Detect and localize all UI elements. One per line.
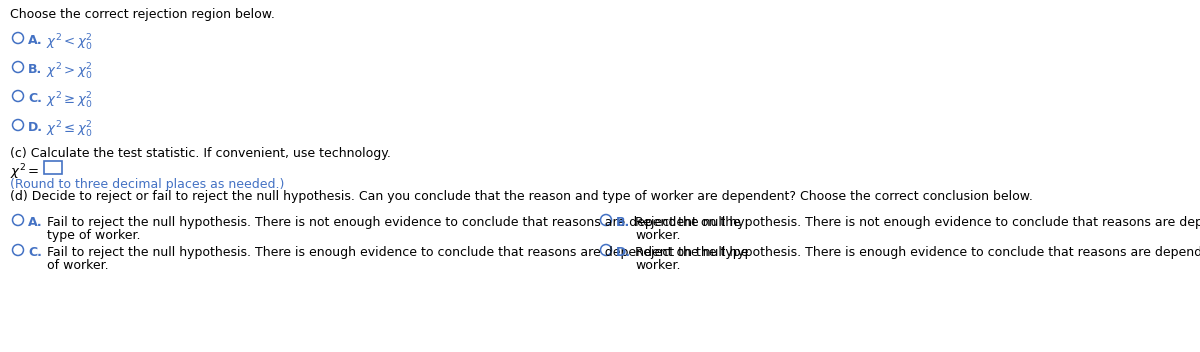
Text: C.: C. [28,92,42,105]
Text: of worker.: of worker. [47,259,109,272]
Text: Fail to reject the null hypothesis. There is not enough evidence to conclude tha: Fail to reject the null hypothesis. Ther… [47,216,740,229]
Text: D.: D. [28,121,43,134]
Text: C.: C. [28,246,42,259]
Text: Choose the correct rejection region below.: Choose the correct rejection region belo… [10,8,275,21]
Text: Reject the null hypothesis. There is not enough evidence to conclude that reason: Reject the null hypothesis. There is not… [635,216,1200,229]
Text: A.: A. [28,216,43,229]
Text: worker.: worker. [635,229,680,242]
Text: $\chi^2 \geq \chi^2_0$: $\chi^2 \geq \chi^2_0$ [46,91,92,111]
Text: B.: B. [616,216,630,229]
Text: $\chi^2 =$: $\chi^2 =$ [10,162,40,182]
Text: (c) Calculate the test statistic. If convenient, use technology.: (c) Calculate the test statistic. If con… [10,147,391,160]
Text: Reject the null hypothesis. There is enough evidence to conclude that reasons ar: Reject the null hypothesis. There is eno… [635,246,1200,259]
Text: (d) Decide to reject or fail to reject the null hypothesis. Can you conclude tha: (d) Decide to reject or fail to reject t… [10,190,1033,203]
Text: Fail to reject the null hypothesis. There is enough evidence to conclude that re: Fail to reject the null hypothesis. Ther… [47,246,749,259]
Text: A.: A. [28,34,43,47]
Text: B.: B. [28,63,42,76]
Text: $\chi^2 < \chi^2_0$: $\chi^2 < \chi^2_0$ [46,33,92,53]
Text: type of worker.: type of worker. [47,229,140,242]
FancyBboxPatch shape [44,161,62,174]
Text: worker.: worker. [635,259,680,272]
Text: $\chi^2 \leq \chi^2_0$: $\chi^2 \leq \chi^2_0$ [46,120,92,140]
Text: (Round to three decimal places as needed.): (Round to three decimal places as needed… [10,178,284,191]
Text: $\chi^2 > \chi^2_0$: $\chi^2 > \chi^2_0$ [46,62,92,82]
Text: D.: D. [616,246,631,259]
